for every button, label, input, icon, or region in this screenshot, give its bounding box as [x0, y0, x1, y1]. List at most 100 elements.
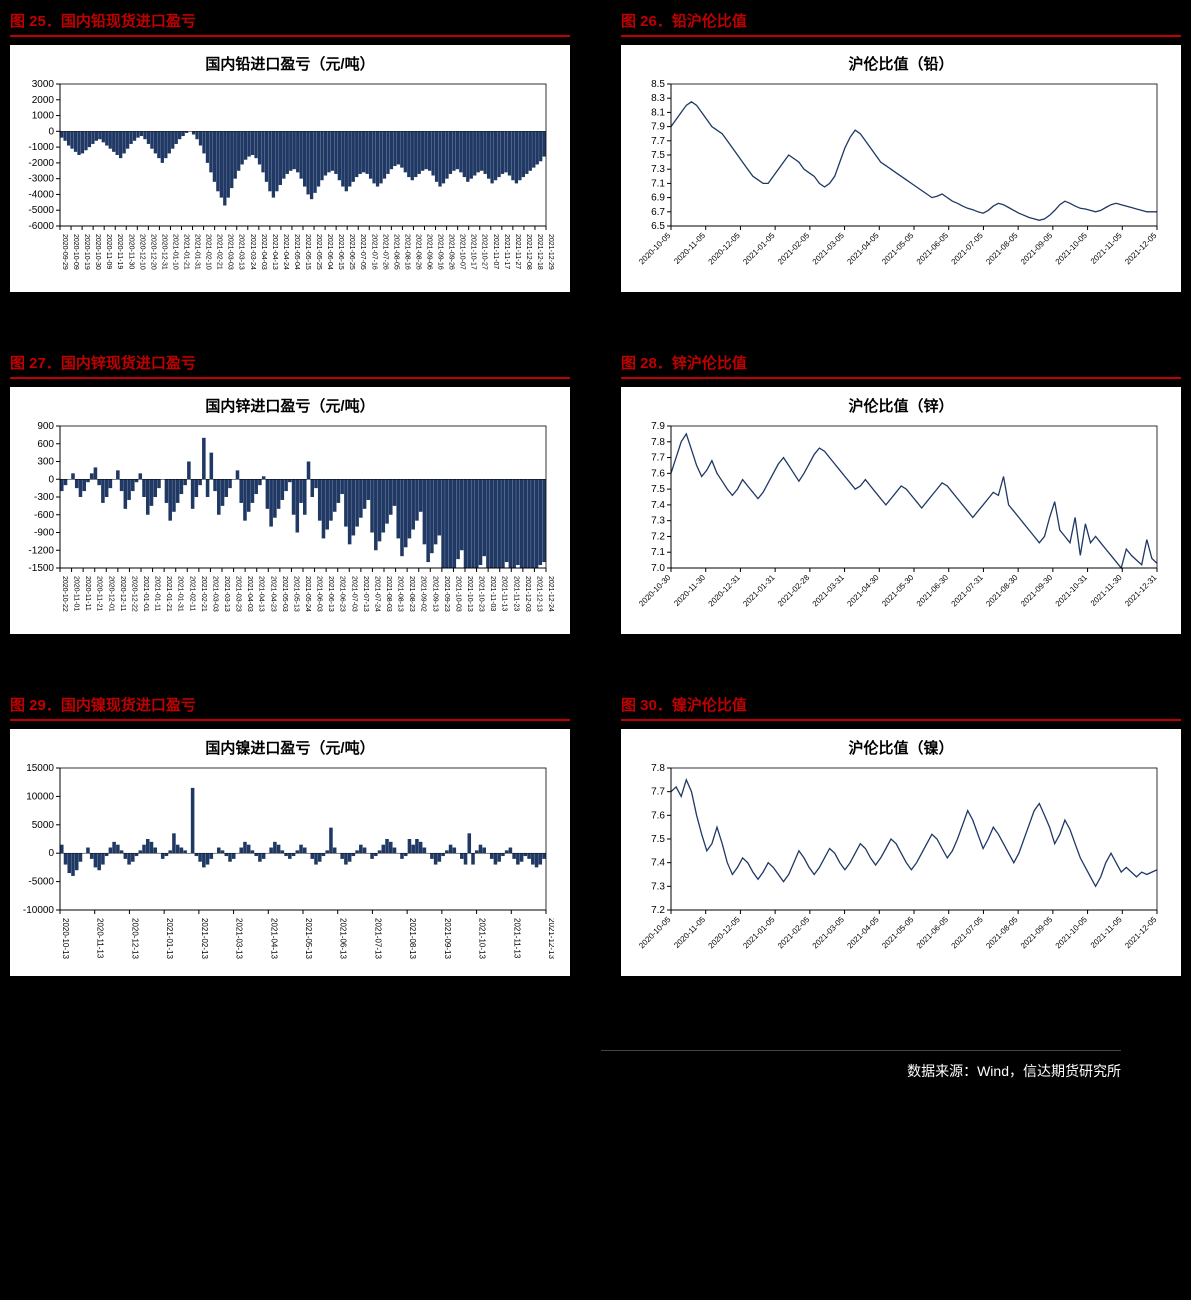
svg-text:-300: -300	[34, 492, 54, 503]
svg-text:2021-11-13: 2021-11-13	[512, 918, 521, 959]
svg-text:2021-03-23: 2021-03-23	[235, 576, 242, 612]
svg-text:2021-06-04: 2021-06-04	[326, 234, 333, 270]
fig28-svg: 7.07.17.27.37.47.57.67.77.87.92020-10-30…	[625, 420, 1165, 630]
svg-text:2021-11-07: 2021-11-07	[492, 234, 499, 269]
svg-text:7.5: 7.5	[651, 150, 665, 161]
svg-text:7.7: 7.7	[651, 136, 665, 147]
svg-text:7.4: 7.4	[651, 500, 665, 511]
svg-text:-10000: -10000	[23, 905, 55, 916]
page: 图 25．国内铅现货进口盈亏 国内铅进口盈亏（元/吨） -6000-5000-4…	[0, 0, 1191, 1121]
fig28-panel: 图 28．锌沪伦比值 沪伦比值（锌） 7.07.17.27.37.47.57.6…	[621, 352, 1181, 634]
svg-text:2021-10-27: 2021-10-27	[481, 234, 488, 270]
svg-text:2021-01-31: 2021-01-31	[194, 234, 201, 270]
svg-text:2021-05-03: 2021-05-03	[281, 576, 288, 612]
svg-text:-3000: -3000	[28, 174, 54, 185]
svg-text:2021-10-17: 2021-10-17	[470, 234, 477, 270]
svg-text:2021-09-02: 2021-09-02	[420, 576, 427, 612]
fig29-title: 国内镍进口盈亏（元/吨）	[14, 737, 566, 758]
svg-text:2021-02-11: 2021-02-11	[188, 576, 195, 611]
svg-text:-1500: -1500	[28, 563, 54, 574]
svg-text:2021-01-21: 2021-01-21	[165, 576, 172, 612]
chart-row: 图 27．国内锌现货进口盈亏 国内锌进口盈亏（元/吨） -1500-1200-9…	[10, 352, 1181, 634]
svg-text:2021-11-03: 2021-11-03	[489, 576, 496, 611]
fig25-chart: 国内铅进口盈亏（元/吨） -6000-5000-4000-3000-2000-1…	[10, 45, 570, 292]
svg-text:2021-06-15: 2021-06-15	[337, 234, 344, 270]
svg-text:7.5: 7.5	[651, 484, 665, 495]
svg-text:2021-10-03: 2021-10-03	[454, 576, 461, 612]
svg-text:2021-12-29: 2021-12-29	[547, 234, 554, 270]
svg-text:-2000: -2000	[28, 158, 54, 169]
svg-text:7.7: 7.7	[651, 453, 665, 464]
svg-text:2021-04-03: 2021-04-03	[260, 234, 267, 270]
svg-text:1000: 1000	[32, 111, 55, 122]
fig29-chart: 国内镍进口盈亏（元/吨） -10000-50000500010000150002…	[10, 729, 570, 976]
fig30-caption: 图 30．镍沪伦比值	[621, 694, 1181, 721]
svg-text:2021-11-17: 2021-11-17	[503, 234, 510, 269]
svg-text:7.8: 7.8	[651, 437, 665, 448]
svg-text:2020-12-22: 2020-12-22	[130, 576, 137, 612]
fig29-svg: -10000-50000500010000150002020-10-132020…	[14, 762, 554, 972]
svg-text:2020-12-01: 2020-12-01	[107, 576, 114, 612]
svg-text:2021-06-03: 2021-06-03	[316, 576, 323, 612]
svg-text:2021-04-24: 2021-04-24	[282, 234, 289, 270]
fig25-title: 国内铅进口盈亏（元/吨）	[14, 53, 566, 74]
svg-text:2021-01-01: 2021-01-01	[142, 576, 149, 612]
svg-text:2021-08-16: 2021-08-16	[403, 234, 410, 270]
svg-text:2021-03-24: 2021-03-24	[249, 234, 256, 270]
svg-text:2020-11-21: 2020-11-21	[96, 576, 103, 611]
svg-text:2020-10-13: 2020-10-13	[61, 918, 70, 959]
svg-text:2020-11-19: 2020-11-19	[116, 234, 123, 269]
fig25-svg: -6000-5000-4000-3000-2000-10000100020003…	[14, 78, 554, 288]
svg-text:7.3: 7.3	[651, 881, 665, 892]
fig28-title: 沪伦比值（锌）	[625, 395, 1177, 416]
svg-text:2020-10-30: 2020-10-30	[94, 234, 101, 270]
svg-text:7.5: 7.5	[651, 834, 665, 845]
svg-text:7.1: 7.1	[651, 547, 665, 558]
svg-text:2020-11-30: 2020-11-30	[127, 234, 134, 269]
svg-text:0: 0	[48, 126, 54, 137]
svg-text:-5000: -5000	[28, 205, 54, 216]
fig25-panel: 图 25．国内铅现货进口盈亏 国内铅进口盈亏（元/吨） -6000-5000-4…	[10, 10, 570, 292]
svg-text:2021-02-13: 2021-02-13	[200, 918, 209, 959]
svg-text:7.2: 7.2	[651, 531, 665, 542]
svg-text:7.3: 7.3	[651, 164, 665, 175]
svg-text:2021-03-03: 2021-03-03	[227, 234, 234, 270]
svg-text:2021-10-13: 2021-10-13	[466, 576, 473, 612]
svg-text:-5000: -5000	[28, 877, 54, 888]
fig30-chart: 沪伦比值（镍） 7.27.37.47.57.67.77.82020-10-052…	[621, 729, 1181, 976]
svg-text:2020-12-20: 2020-12-20	[149, 234, 156, 270]
svg-text:2021-04-03: 2021-04-03	[246, 576, 253, 612]
svg-text:2021-04-13: 2021-04-13	[258, 576, 265, 612]
fig27-panel: 图 27．国内锌现货进口盈亏 国内锌进口盈亏（元/吨） -1500-1200-9…	[10, 352, 570, 634]
svg-text:7.3: 7.3	[651, 516, 665, 527]
svg-text:2020-12-10: 2020-12-10	[138, 234, 145, 270]
svg-text:8.1: 8.1	[651, 107, 665, 118]
svg-text:2020-11-09: 2020-11-09	[105, 234, 112, 269]
svg-text:2021-11-27: 2021-11-27	[514, 234, 521, 269]
fig27-chart: 国内锌进口盈亏（元/吨） -1500-1200-900-600-30003006…	[10, 387, 570, 634]
fig26-title: 沪伦比值（铅）	[625, 53, 1177, 74]
svg-text:2021-01-10: 2021-01-10	[171, 234, 178, 270]
svg-text:2021-12-18: 2021-12-18	[536, 234, 543, 270]
svg-text:6.7: 6.7	[651, 207, 665, 218]
svg-text:2021-12-08: 2021-12-08	[525, 234, 532, 270]
svg-text:2021-04-13: 2021-04-13	[271, 234, 278, 270]
fig27-title: 国内锌进口盈亏（元/吨）	[14, 395, 566, 416]
svg-text:600: 600	[37, 439, 54, 450]
svg-text:7.2: 7.2	[651, 905, 665, 916]
fig28-chart: 沪伦比值（锌） 7.07.17.27.37.47.57.67.77.87.920…	[621, 387, 1181, 634]
svg-text:-600: -600	[34, 510, 54, 521]
svg-text:7.7: 7.7	[651, 787, 665, 798]
svg-text:-1200: -1200	[28, 545, 54, 556]
svg-text:15000: 15000	[26, 763, 54, 774]
svg-text:2021-05-13: 2021-05-13	[292, 576, 299, 612]
svg-text:2021-12-13: 2021-12-13	[547, 918, 554, 959]
data-source: 数据来源：Wind，信达期货研究所	[601, 1050, 1121, 1081]
svg-text:2021-10-07: 2021-10-07	[459, 234, 466, 270]
svg-text:2021-03-13: 2021-03-13	[223, 576, 230, 612]
svg-text:2020-10-22: 2020-10-22	[61, 576, 68, 612]
svg-text:2021-01-11: 2021-01-11	[154, 576, 161, 611]
svg-text:7.8: 7.8	[651, 763, 665, 774]
svg-text:2021-07-16: 2021-07-16	[370, 234, 377, 270]
fig29-caption: 图 29．国内镍现货进口盈亏	[10, 694, 570, 721]
